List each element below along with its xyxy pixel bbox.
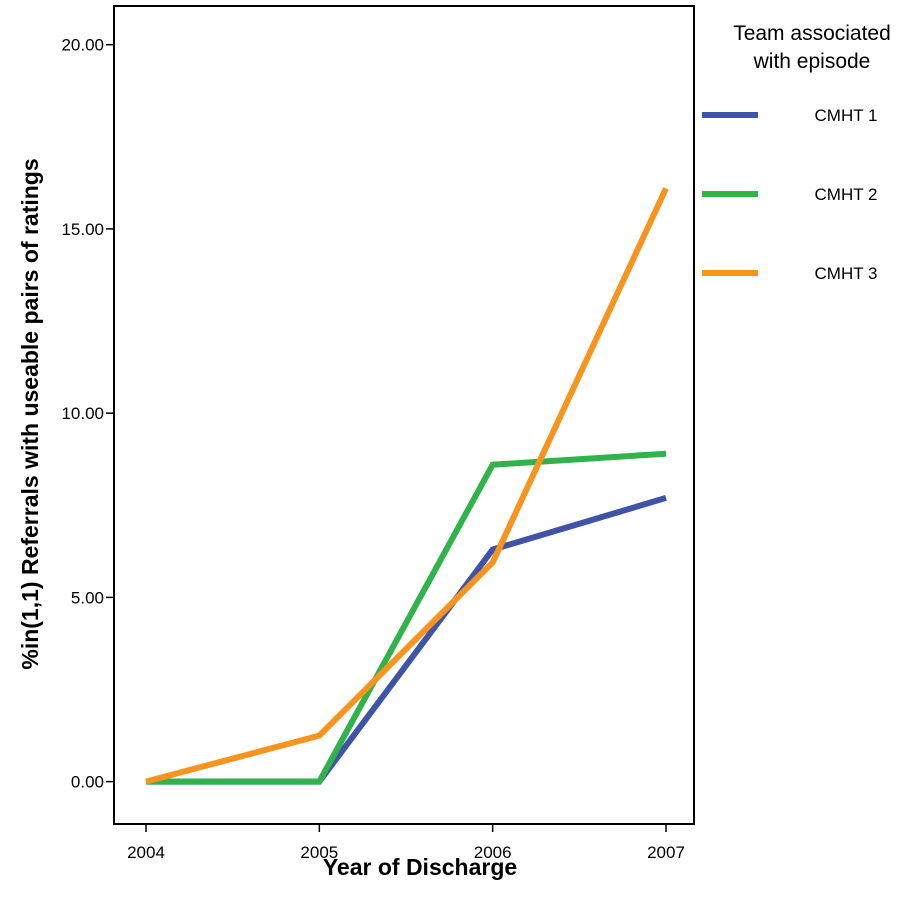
x-tick-label: 2007 bbox=[647, 843, 685, 862]
x-tick-label: 2005 bbox=[300, 843, 338, 862]
series-line-cmht-2 bbox=[146, 450, 667, 785]
plot-area-frame bbox=[113, 5, 695, 825]
legend-title-line1: Team associated bbox=[733, 22, 891, 45]
x-tick-label: 2006 bbox=[474, 843, 512, 862]
y-tick-label: 0.00 bbox=[71, 773, 104, 792]
legend: Team associated with episode CMHT 1CMHT … bbox=[702, 22, 891, 283]
y-tick-label: 20.00 bbox=[61, 36, 104, 55]
legend-label: CMHT 2 bbox=[815, 185, 878, 204]
x-tick-label: 2004 bbox=[127, 843, 165, 862]
legend-label: CMHT 1 bbox=[815, 106, 878, 125]
series-lines bbox=[145, 187, 669, 785]
y-tick-label: 5.00 bbox=[71, 588, 104, 607]
y-tick-label: 15.00 bbox=[61, 220, 104, 239]
legend-label: CMHT 3 bbox=[815, 264, 878, 283]
y-tick-label: 10.00 bbox=[61, 404, 104, 423]
legend-title-line2: with episode bbox=[753, 50, 871, 73]
series-line-cmht-1 bbox=[146, 495, 667, 785]
legend-items: CMHT 1 CMHT 2 CMHT 3 bbox=[702, 106, 877, 283]
x-axis-title: Year of Discharge bbox=[323, 854, 517, 880]
x-axis: 2004 2005 2006 2007 bbox=[127, 824, 685, 862]
y-axis-title: %in(1,1) Referrals with useable pairs of… bbox=[17, 158, 43, 669]
series-line-cmht-3 bbox=[145, 187, 669, 785]
y-axis: 0.00 5.00 10.00 15.00 20.00 bbox=[61, 36, 114, 792]
